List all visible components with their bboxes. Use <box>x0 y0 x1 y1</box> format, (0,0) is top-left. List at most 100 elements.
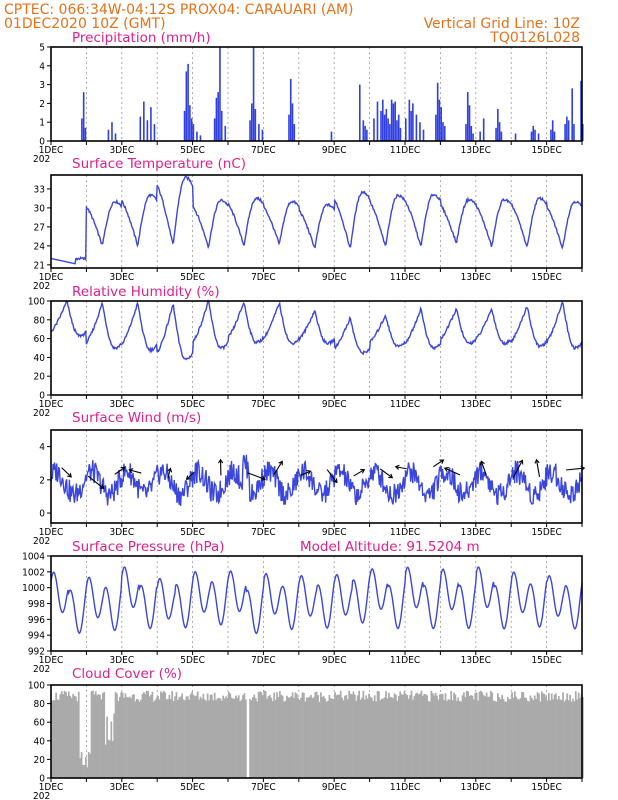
cloud-bar <box>438 694 441 778</box>
x-tick-label: 7DEC <box>251 145 276 156</box>
panel-frame <box>50 684 583 779</box>
y-tick-label: 80 <box>34 315 46 326</box>
cloud-bar <box>502 699 505 778</box>
cloud-bar <box>99 694 101 778</box>
cloud-bar <box>269 695 271 778</box>
wind-arrow <box>61 467 72 478</box>
cloud-bar <box>545 696 547 778</box>
cloud-bar <box>437 699 440 778</box>
precip-bar <box>373 118 375 141</box>
year-fragment: 202 <box>33 408 50 419</box>
cloud-bar <box>150 694 152 778</box>
precip-bar <box>199 135 202 141</box>
cloud-bar <box>423 693 426 778</box>
cloud-bar <box>579 697 581 778</box>
cloud-bar <box>206 693 209 778</box>
cloud-bar <box>185 696 188 778</box>
year-fragment: 202 <box>33 664 50 675</box>
cloud-bar <box>113 713 116 778</box>
precip-bar <box>364 125 366 141</box>
cloud-bar <box>53 700 56 778</box>
cloud-bar <box>543 694 546 778</box>
y-tick-label: 4 <box>39 442 45 453</box>
cloud-bar <box>216 698 219 778</box>
precip-bar <box>390 99 393 141</box>
cloud-bar <box>175 692 178 778</box>
cloud-bar <box>345 695 348 778</box>
cloud-bar <box>274 699 277 778</box>
cloud-bar <box>284 700 287 778</box>
cloud-bar <box>55 692 57 778</box>
cloud-bar <box>117 700 120 778</box>
cloud-bar <box>218 697 220 778</box>
cloud-bar <box>80 752 83 778</box>
cloud-bar <box>201 698 203 778</box>
cloud-bar <box>94 691 97 778</box>
precip-bar <box>139 116 142 141</box>
cloud-bar <box>178 697 181 778</box>
cloud-bar <box>267 696 270 778</box>
cloud-bar <box>397 696 400 778</box>
x-tick-label: 5DEC <box>180 399 205 410</box>
wind-arrow <box>114 467 125 475</box>
panel-title: Surface Wind (m/s) <box>72 410 201 426</box>
cloud-bar <box>172 701 175 778</box>
cloud-bar <box>324 698 327 778</box>
cloud-bar <box>168 694 171 778</box>
cloud-bar <box>455 700 458 778</box>
wind-arrow <box>186 471 195 480</box>
cloud-bar <box>480 690 482 778</box>
cloud-bar <box>405 693 407 778</box>
cloud-bar <box>375 701 377 778</box>
cloud-bar <box>441 694 444 778</box>
cloud-bar <box>463 692 465 778</box>
precip-bar <box>514 133 517 141</box>
cloud-bar <box>472 699 475 778</box>
cloud-bar <box>448 699 451 778</box>
cloud-bar <box>556 699 559 778</box>
x-tick-label: 7DEC <box>251 272 276 283</box>
cloud-bar <box>533 695 536 778</box>
cloud-bar <box>342 700 345 778</box>
precip-bar <box>387 118 389 141</box>
wind-arrowhead <box>518 459 524 465</box>
cloud-bar <box>273 692 276 778</box>
cloud-bar <box>388 692 390 778</box>
temperature-line <box>50 175 583 265</box>
cloud-bar <box>509 698 512 778</box>
year-fragment: 202 <box>33 536 50 547</box>
cloud-bar <box>72 694 74 778</box>
cloud-bar <box>555 693 557 778</box>
cloud-bar <box>521 692 523 778</box>
cloud-bar <box>523 697 526 778</box>
cloud-bar <box>252 697 254 778</box>
wind-arrowhead <box>443 467 449 472</box>
cloud-bar <box>380 698 383 778</box>
cloud-bar <box>516 699 519 778</box>
cloud-bar <box>332 698 335 778</box>
x-tick-label: 5DEC <box>180 782 205 793</box>
cloud-bar <box>529 695 532 778</box>
precip-bar <box>440 107 442 141</box>
cloud-bar <box>560 700 563 778</box>
cloud-bar <box>138 701 141 778</box>
precip-bar <box>465 124 467 141</box>
precip-bar <box>293 124 296 141</box>
cloud-bar <box>294 692 297 778</box>
cloud-bar <box>103 692 106 778</box>
wind-arrow <box>433 459 444 468</box>
x-tick-label: 5DEC <box>180 272 205 283</box>
wind-arrow <box>129 469 142 474</box>
cloud-bar <box>506 696 509 778</box>
x-tick-label: 3DEC <box>109 399 134 410</box>
cloud-bar <box>223 698 226 778</box>
precip-bar <box>81 118 83 141</box>
wind-arrowhead <box>332 478 338 484</box>
panel-3: 0 20 40 60 80 100 1DEC 3DEC 5DEC 7DEC 9DEC 11DEC 13D… <box>28 284 583 419</box>
cloud-bar <box>261 695 264 778</box>
precip-bar <box>470 125 473 141</box>
cloud-bar <box>311 698 314 778</box>
cloud-bar <box>440 693 443 778</box>
wind-arrow <box>87 475 104 489</box>
precip-bar <box>566 116 568 141</box>
